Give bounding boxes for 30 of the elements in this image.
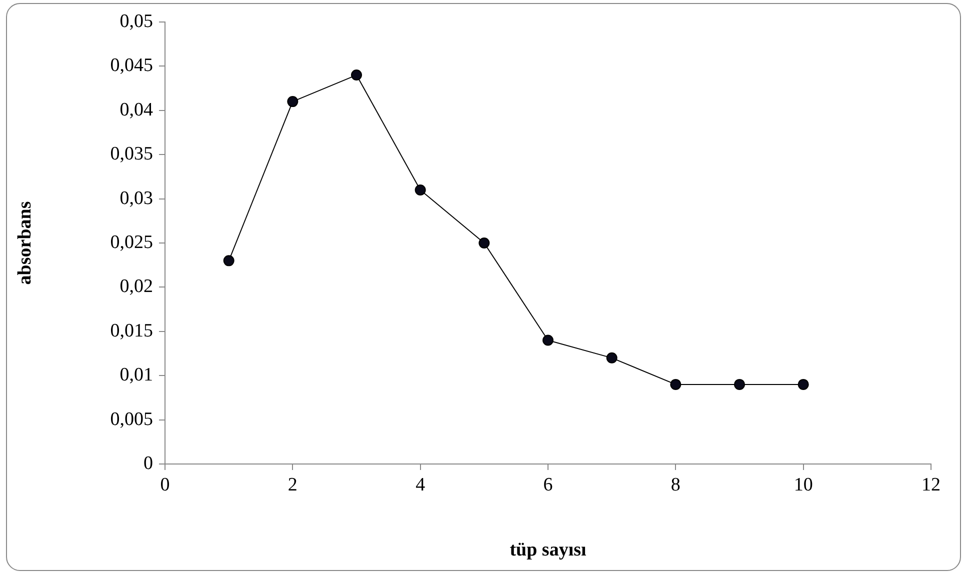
x-tick-label: 6 <box>543 474 553 496</box>
x-tick-label: 12 <box>922 474 940 496</box>
point <box>798 378 809 390</box>
point <box>287 96 298 108</box>
y-tick-label: 0,02 <box>120 276 153 298</box>
x-tick-label: 2 <box>288 474 298 496</box>
y-tick-label: 0,035 <box>110 144 153 165</box>
x-tick-label: 10 <box>794 474 813 496</box>
point <box>670 378 682 390</box>
point <box>414 184 426 196</box>
y-tick-label: 0,04 <box>120 99 154 120</box>
x-tick-label: 0 <box>160 474 170 496</box>
x-tick-label: 4 <box>416 474 426 496</box>
point <box>478 238 490 248</box>
point <box>606 352 618 364</box>
y-tick-label: 0,05 <box>120 10 153 32</box>
y-tick-label: 0,045 <box>110 55 153 76</box>
y-tick-label: 0,005 <box>110 408 153 430</box>
y-tick-label: 0,03 <box>120 188 153 209</box>
x-axis-title: tüp sayısı <box>510 540 586 561</box>
point <box>223 255 234 266</box>
y-axis-title: absorbans <box>14 201 36 285</box>
y-tick-label: 0,015 <box>110 320 153 342</box>
y-tick-label: 0,01 <box>120 364 153 386</box>
y-tick-label: 0 <box>144 452 153 474</box>
x-tick-label: 8 <box>670 474 680 496</box>
point <box>734 378 745 390</box>
point <box>542 334 554 346</box>
point <box>351 70 362 81</box>
y-tick-label: 0,025 <box>110 232 153 253</box>
